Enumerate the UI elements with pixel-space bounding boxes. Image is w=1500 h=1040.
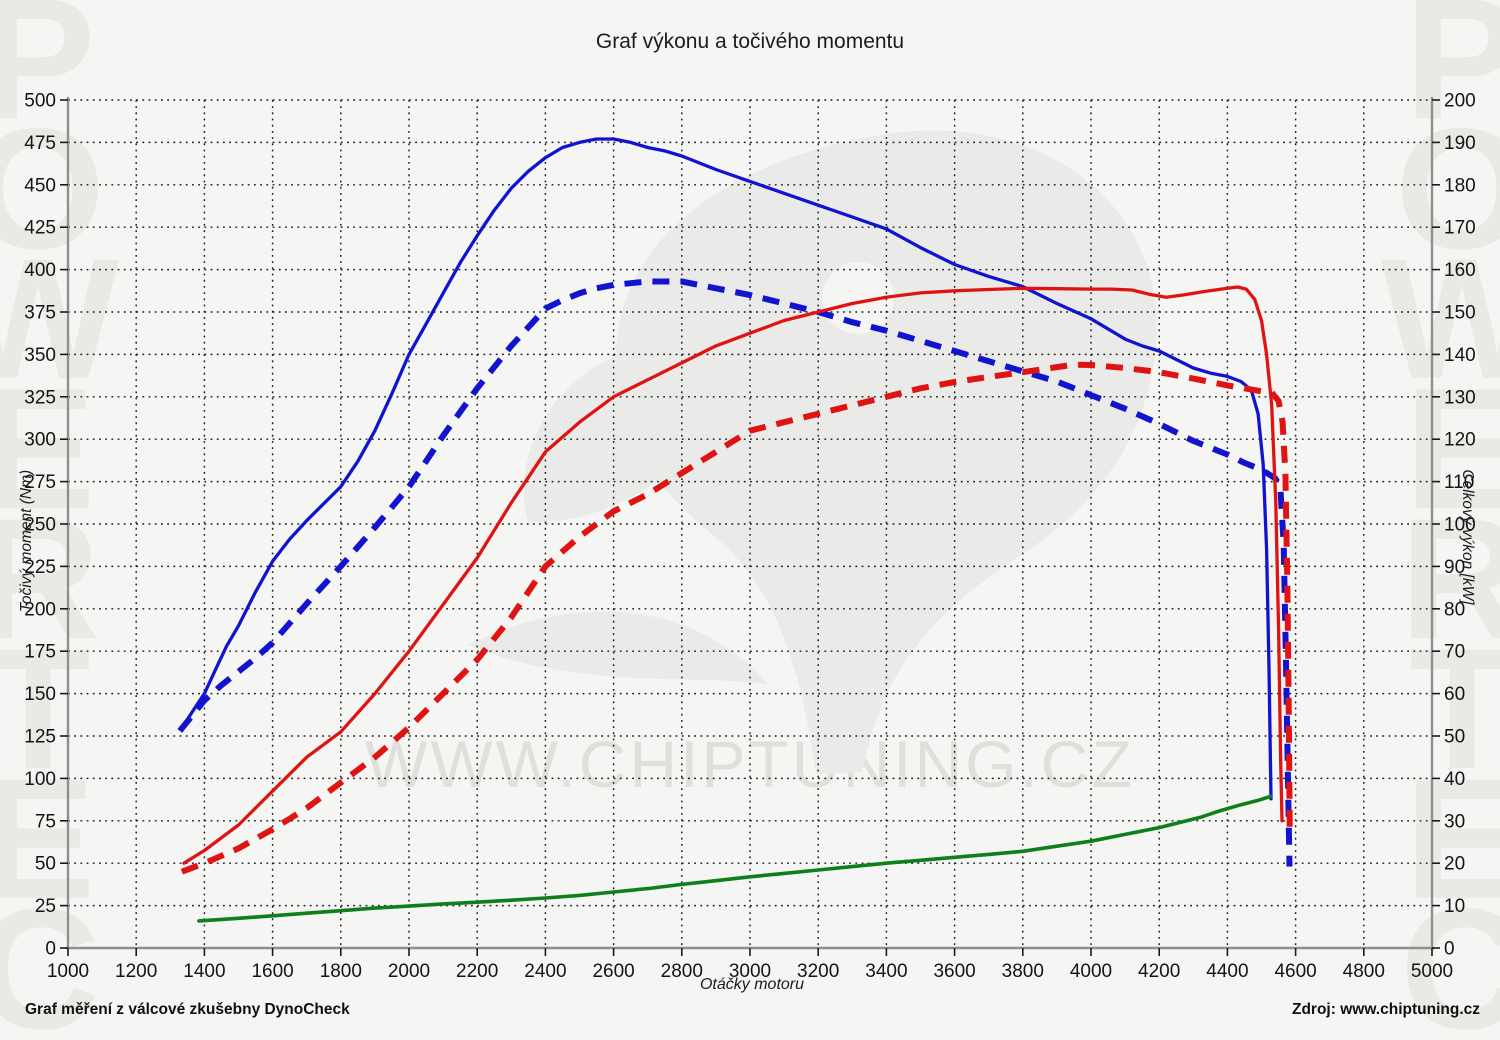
tick-label: 450 [24, 175, 56, 196]
tick-label: 110 [1444, 472, 1474, 493]
tick-label: 300 [24, 430, 56, 451]
watermark-letter: R [1399, 483, 1500, 675]
tick-label: 2800 [661, 961, 703, 982]
tick-label: 50 [1444, 727, 1465, 748]
tick-label: 3200 [797, 961, 839, 982]
tick-label: 225 [24, 557, 56, 578]
tick-label: 1600 [251, 961, 293, 982]
tick-label: 5000 [1411, 961, 1453, 982]
tick-label: 120 [1444, 430, 1476, 451]
tick-label: 4400 [1206, 961, 1248, 982]
tick-label: 250 [24, 515, 56, 536]
watermark-letter: E [0, 743, 96, 935]
watermark-letter: W [0, 223, 120, 415]
tick-label: 80 [1444, 599, 1465, 620]
tick-label: 40 [1444, 769, 1465, 790]
tick-label: 30 [1444, 811, 1465, 832]
measurement-source-note: Graf měření z válcové zkušebny DynoCheck [25, 1001, 350, 1018]
watermark-letter: E [0, 353, 96, 545]
tick-label: 3000 [729, 961, 771, 982]
tick-label: 10 [1444, 896, 1465, 917]
tick-label: 4600 [1274, 961, 1316, 982]
tick-label: 4800 [1343, 961, 1385, 982]
tick-label: 125 [24, 727, 56, 748]
tick-label: 1400 [183, 961, 225, 982]
tick-label: 160 [1444, 260, 1476, 281]
watermark-chiptuning-center: WWW.CHIPTUNING.CZ [365, 727, 1135, 801]
y-right-axis-label: Celkový výkon [kW] [1459, 469, 1476, 605]
tick-label: 3400 [865, 961, 907, 982]
tick-label: 170 [1444, 218, 1476, 239]
tick-marks [60, 99, 1440, 956]
watermark-letter: C [0, 873, 101, 1040]
tick-label: 500 [24, 91, 56, 112]
tick-label: 190 [1444, 133, 1476, 154]
tick-label: 2200 [456, 961, 498, 982]
tick-label: 50 [35, 854, 56, 875]
watermark-letter: O [1395, 93, 1500, 285]
chart-title: Graf výkonu a točivého momentu [595, 30, 905, 53]
tick-label: 425 [24, 218, 56, 239]
gridlines [68, 99, 1432, 948]
tick-label: 2600 [592, 961, 634, 982]
watermark-eagle [468, 130, 1157, 774]
watermark-letter: O [0, 93, 105, 285]
tick-label: 140 [1444, 345, 1476, 366]
tick-label: 60 [1444, 684, 1465, 705]
tick-label: 0 [45, 939, 56, 960]
tick-label: 175 [24, 642, 56, 663]
tick-label: 1800 [320, 961, 362, 982]
series-group [177, 137, 1293, 923]
tick-label: 2400 [524, 961, 566, 982]
tick-label: 150 [1444, 303, 1476, 324]
tick-label: 4000 [1070, 961, 1112, 982]
tick-label: 275 [24, 472, 56, 493]
watermark-letter: P [0, 0, 96, 155]
tick-label: 400 [24, 260, 56, 281]
tick-label: 70 [1444, 642, 1465, 663]
tick-label: 180 [1444, 175, 1476, 196]
x-axis-label: Otáčky motoru [699, 976, 805, 993]
tick-label: 75 [35, 811, 56, 832]
data-source-note: Zdroj: www.chiptuning.cz [1292, 1001, 1480, 1018]
series-torque_nm_dashed_blue [177, 278, 1293, 867]
tick-label: 100 [24, 769, 56, 790]
tick-label: 100 [1444, 515, 1476, 536]
tick-label: 4200 [1138, 961, 1180, 982]
tick-label: 325 [24, 387, 56, 408]
tick-label: 200 [1444, 91, 1476, 112]
series-power_kw_dashed_red [180, 361, 1293, 875]
watermark-letter: P [1404, 0, 1500, 155]
tick-label: 350 [24, 345, 56, 366]
watermark-letter: W [1380, 223, 1500, 415]
tick-label: 25 [35, 896, 56, 917]
watermark-letter: E [1404, 743, 1500, 935]
tick-label: 1200 [115, 961, 157, 982]
y-left-axis-label: Točivý moment (Nm) [18, 469, 35, 613]
series-green_curve_nm [197, 794, 1273, 923]
tick-label: 20 [1444, 854, 1465, 875]
watermark-letter: C [1399, 873, 1500, 1040]
watermark-letter: R [0, 483, 101, 675]
tick-label: 375 [24, 303, 56, 324]
tick-label: 475 [24, 133, 56, 154]
tick-labels: 0255075100125150175200225250275300325350… [24, 91, 1475, 983]
tick-label: 3800 [1002, 961, 1044, 982]
watermark-letter: T [1409, 613, 1500, 805]
tick-label: 150 [24, 684, 56, 705]
tick-label: 90 [1444, 557, 1465, 578]
series-torque_nm_solid_blue [183, 137, 1273, 801]
tick-label: 200 [24, 599, 56, 620]
tick-label: 2000 [388, 961, 430, 982]
watermark-letter: E [1404, 353, 1500, 545]
series-power_kw_solid_red [182, 285, 1284, 865]
tick-label: 1000 [47, 961, 89, 982]
tick-label: 130 [1444, 387, 1476, 408]
tick-label: 0 [1444, 939, 1455, 960]
tick-label: 3600 [933, 961, 975, 982]
